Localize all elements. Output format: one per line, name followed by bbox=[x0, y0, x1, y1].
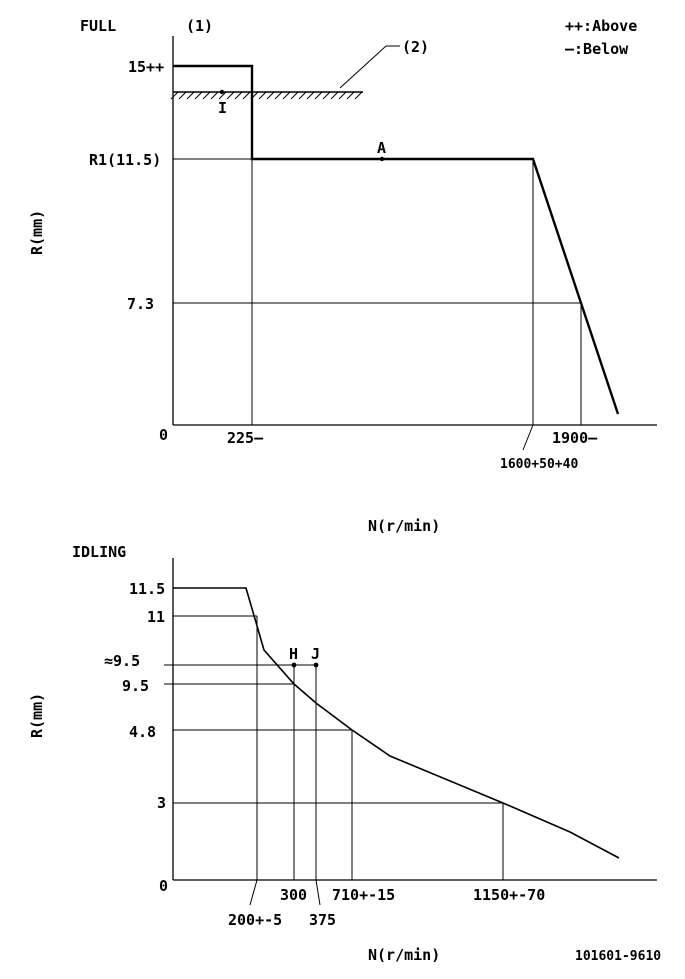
full-xtick-1600: 1600+50+40 bbox=[500, 457, 578, 472]
full-point-i-label: I bbox=[218, 99, 227, 117]
idling-xtick-1150: 1150+-70 bbox=[473, 886, 545, 904]
full-title: FULL bbox=[80, 17, 116, 35]
full-limit-label: (2) bbox=[402, 38, 429, 56]
full-xtick-1600-leader bbox=[522, 424, 534, 451]
full-limit-line-2 bbox=[170, 45, 400, 100]
idling-point-h bbox=[291, 662, 297, 668]
idling-xtick-710: 710+-15 bbox=[332, 886, 395, 904]
idling-ytick-11: 11 bbox=[147, 608, 165, 626]
idling-y-label: R(mm) bbox=[28, 693, 46, 738]
idling-ytick-9-5: 9.5 bbox=[122, 677, 149, 695]
full-series-line bbox=[173, 64, 620, 415]
full-ytick-r1: R1(11.5) bbox=[89, 151, 161, 169]
idling-ytick-approx-9-5: ≈9.5 bbox=[104, 652, 140, 670]
idling-xtick-375-leader bbox=[315, 879, 321, 906]
full-ytick-7-3: 7.3 bbox=[127, 295, 154, 313]
full-marker-1: (1) bbox=[186, 17, 213, 35]
footer-code: 101601-9610 bbox=[575, 949, 661, 964]
full-xtick-1900: 1900— bbox=[552, 429, 598, 447]
idling-chart: IDLING 11.5 11 ≈9.5 9.5 4.8 3 0 H J 20 bbox=[28, 543, 657, 964]
idling-xtick-300: 300 bbox=[280, 886, 307, 904]
full-point-a-label: A bbox=[377, 139, 386, 157]
full-ytick-15: 15++ bbox=[128, 58, 164, 76]
idling-ytick-11-5: 11.5 bbox=[129, 580, 165, 598]
full-point-a bbox=[379, 156, 385, 162]
idling-ytick-3: 3 bbox=[157, 794, 166, 812]
idling-ytick-4-8: 4.8 bbox=[129, 723, 156, 741]
full-xtick-225: 225— bbox=[227, 429, 264, 447]
full-chart: FULL (1) ++:Above —:Below 15++ R1(11.5) … bbox=[28, 17, 657, 535]
legend-above: ++:Above bbox=[565, 17, 637, 35]
idling-xtick-375: 375 bbox=[309, 911, 336, 929]
idling-point-h-label: H bbox=[289, 645, 298, 663]
idling-ytick-0: 0 bbox=[159, 877, 168, 895]
idling-point-j-label: J bbox=[311, 645, 320, 663]
idling-xtick-200: 200+-5 bbox=[228, 911, 282, 929]
legend-below: —:Below bbox=[565, 40, 629, 58]
idling-point-j bbox=[313, 662, 319, 668]
full-ytick-0: 0 bbox=[159, 426, 168, 444]
full-y-label: R(mm) bbox=[28, 210, 46, 255]
idling-xtick-200-leader bbox=[249, 879, 258, 906]
idling-series-line bbox=[173, 587, 620, 859]
idling-title: IDLING bbox=[72, 543, 126, 561]
full-point-i bbox=[219, 89, 225, 95]
idling-x-label: N(r/min) bbox=[368, 946, 440, 964]
full-x-label: N(r/min) bbox=[368, 517, 440, 535]
